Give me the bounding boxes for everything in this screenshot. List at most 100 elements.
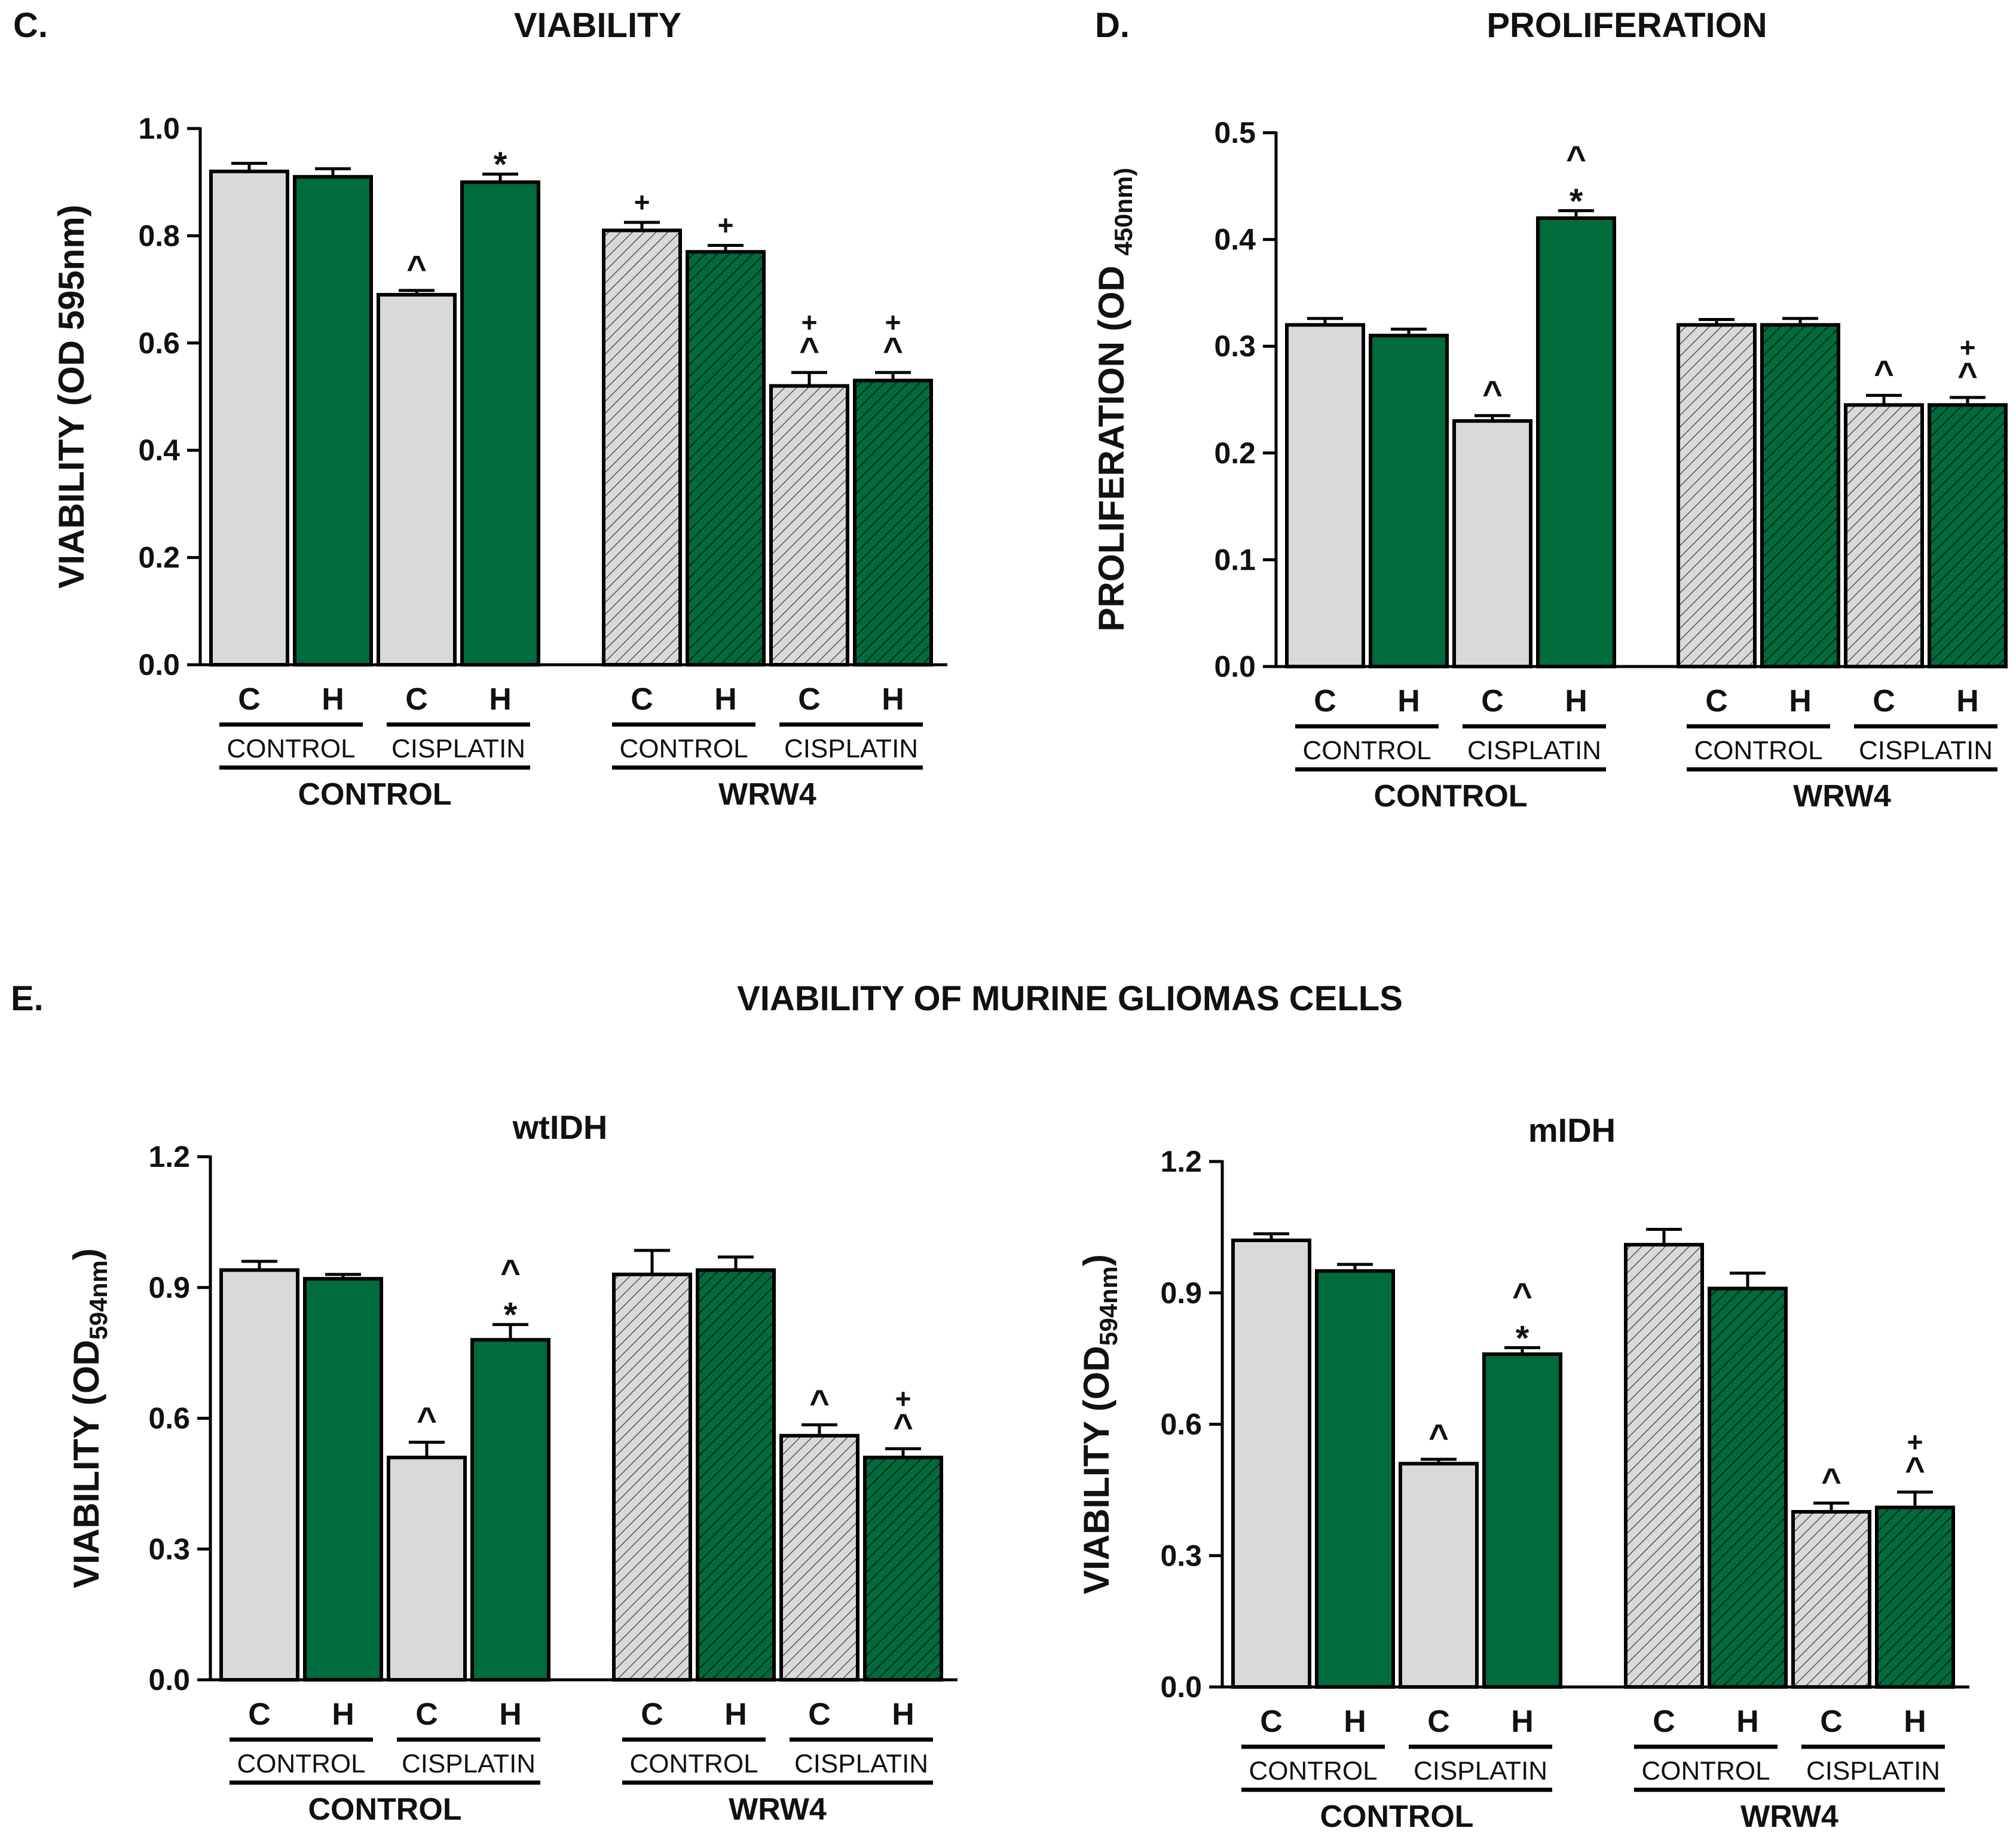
significance-marker: ^ (500, 1253, 521, 1292)
group-label: CONTROL (1373, 779, 1527, 814)
x-tick-label: C (808, 1697, 831, 1732)
x-tick-label: C (1314, 684, 1336, 719)
bar (1708, 1286, 1788, 1689)
significance-marker: * (494, 145, 507, 184)
group-label: WRW4 (1793, 779, 1891, 814)
significance-marker: ^ (1482, 374, 1503, 412)
treatment-label: CONTROL (619, 734, 748, 763)
significance-marker: ^ (1821, 1461, 1841, 1500)
y-tick-label: 1.2 (1160, 1145, 1202, 1178)
y-tick-label: 0.1 (1214, 543, 1256, 576)
x-tick-label: C (1481, 684, 1504, 719)
significance-marker: ^ (1905, 1450, 1925, 1489)
treatment-label: CISPLATIN (402, 1749, 536, 1778)
significance-marker: * (1516, 1319, 1529, 1358)
x-tick-label: C (1820, 1704, 1843, 1739)
chart-proliferation: 0.0 0.1 0.2 0.3 0.4 0.5 PROLIFERATION (OD 450n… (1091, 116, 2008, 814)
treatment-label: CISPLATIN (1806, 1756, 1940, 1786)
bar (779, 1434, 859, 1682)
bar (769, 384, 849, 667)
group-label: CONTROL (298, 777, 451, 812)
x-tick-label: H (1511, 1704, 1534, 1739)
bar (1536, 216, 1616, 668)
y-tick-label: 0.6 (138, 326, 180, 360)
treatment-label: CONTROL (1302, 736, 1431, 765)
significance-marker: + (718, 210, 734, 241)
bar (219, 1268, 299, 1682)
bar (1844, 403, 1924, 668)
y-tick-label: 0.0 (1160, 1670, 1202, 1704)
x-tick-label: H (489, 682, 512, 717)
treatment-label: CONTROL (227, 734, 355, 763)
x-tick-label: C (1260, 1704, 1283, 1739)
significance-marker: * (504, 1296, 518, 1335)
treatment-label: CISPLATIN (1414, 1756, 1547, 1786)
x-tick-label: H (882, 682, 904, 717)
bar (1399, 1462, 1479, 1689)
y-axis-label: PROLIFERATION (OD 450nm) (1091, 168, 1137, 632)
treatment-label: CISPLATIN (784, 734, 918, 763)
x-tick-label: C (238, 682, 261, 717)
bar (1231, 1238, 1311, 1689)
panel-letter-e: E. (11, 979, 44, 1018)
treatment-label: CISPLATIN (1467, 736, 1601, 765)
bar (387, 1456, 467, 1682)
y-tick-label: 0.4 (1214, 223, 1256, 256)
bar (377, 293, 457, 667)
y-axis-label-subscript: 594nm (1094, 1266, 1122, 1346)
x-tick-label: C (1427, 1704, 1450, 1739)
panel-title-c: VIABILITY (514, 6, 681, 45)
bar (303, 1277, 383, 1682)
x-tick-label: C (1705, 684, 1728, 719)
x-tick-label: C (631, 682, 653, 717)
treatment-label: CONTROL (1249, 1756, 1377, 1786)
y-axis-label-subscript: 594nm (84, 1260, 112, 1340)
y-tick-label: 0.3 (148, 1532, 190, 1566)
x-tick-label: H (322, 682, 344, 717)
bar (1791, 1510, 1871, 1689)
significance-marker: * (1570, 182, 1583, 221)
significance-marker: ^ (1874, 353, 1894, 392)
significance-marker: ^ (417, 1401, 437, 1439)
panel-title-e: VIABILITY OF MURINE GLIOMAS CELLS (737, 979, 1403, 1018)
significance-marker: ^ (809, 1383, 830, 1422)
group-label: WRW4 (718, 777, 816, 812)
treatment-label: CISPLATIN (794, 1749, 928, 1778)
treatment-label: CONTROL (629, 1749, 758, 1778)
y-axis-label: VIABILITY (OD594nm) (66, 1248, 112, 1588)
y-tick-label: 1.2 (148, 1140, 190, 1173)
bar (612, 1272, 692, 1682)
y-axis-label-subscript: 450nm) (1109, 168, 1137, 256)
y-tick-label: 0.9 (1160, 1276, 1202, 1310)
bar (293, 175, 373, 667)
x-tick-label: H (892, 1697, 914, 1732)
significance-marker: ^ (799, 331, 819, 369)
y-axis-label-main: VIABILITY (OD (66, 1340, 106, 1588)
chart-midh: 0.0 0.3 0.6 0.9 1.2 VIABILITY (OD594nm) mIDH C H… (1076, 1111, 1969, 1834)
group-label: WRW4 (1740, 1799, 1838, 1834)
bar (1369, 334, 1449, 668)
panel-title-d: PROLIFERATION (1486, 6, 1767, 45)
treatment-label: CISPLATIN (1859, 736, 1993, 765)
x-tick-label: H (1565, 684, 1587, 719)
y-tick-label: 0.0 (148, 1663, 190, 1697)
significance-marker: + (1960, 332, 1976, 363)
group-label: WRW4 (729, 1792, 827, 1827)
significance-marker: ^ (406, 249, 427, 288)
y-axis-label-main: VIABILITY (OD 595nm) (51, 204, 91, 588)
y-tick-label: 0.3 (1160, 1539, 1202, 1572)
chart-viability: 0.0 0.2 0.4 0.6 0.8 1.0 VIABILITY (OD 595nm) C H… (51, 112, 947, 812)
treatment-label: CONTROL (1641, 1756, 1770, 1786)
significance-marker: + (801, 307, 818, 338)
y-axis-label-main: VIABILITY (OD (1076, 1346, 1116, 1594)
bar (1760, 323, 1840, 668)
chart-wtidh: 0.0 0.3 0.6 0.9 1.2 VIABILITY (OD594nm) wtIDH C… (66, 1108, 957, 1827)
x-tick-label: H (1736, 1704, 1759, 1739)
y-tick-label: 0.4 (138, 433, 180, 467)
panel-letter-d: D. (1095, 6, 1130, 45)
bar (1928, 403, 2008, 668)
y-tick-label: 0.9 (148, 1271, 190, 1304)
significance-marker: + (1907, 1426, 1923, 1457)
y-tick-label: 0.3 (1214, 329, 1256, 363)
bar (460, 180, 540, 667)
